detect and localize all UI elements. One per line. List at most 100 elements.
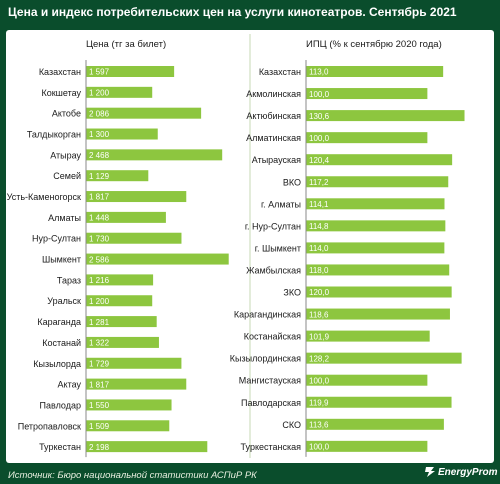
cpi-category-label: Актюбинская: [246, 111, 301, 121]
cpi-category-label: г. Нур-Султан: [245, 221, 301, 231]
price-value-label: 2 586: [89, 255, 110, 264]
price-value-label: 1 448: [89, 214, 110, 223]
right-chart-title: ИПЦ (% к сентябрю 2020 года): [306, 39, 442, 50]
energyprom-logo-icon: [425, 467, 435, 477]
cpi-bar: [306, 396, 452, 408]
price-value-label: 1 281: [89, 318, 110, 327]
cpi-bar: [306, 286, 452, 298]
cpi-value-label: 120,0: [309, 288, 330, 297]
cpi-category-label: Жамбылская: [246, 265, 301, 275]
price-category-label: Талдыкорган: [27, 130, 81, 140]
chart-title: Цена и индекс потребительских цен на усл…: [8, 5, 457, 19]
cpi-category-label: ВКО: [283, 177, 301, 187]
cpi-category-label: Мангистауская: [239, 376, 301, 386]
price-category-label: Тараз: [57, 275, 81, 285]
cpi-bar: [306, 374, 428, 386]
price-category-label: Кокшетау: [41, 88, 81, 98]
price-category-label: Туркестан: [39, 442, 81, 452]
cpi-category-label: Кызылординская: [230, 354, 301, 364]
price-category-label: Атырау: [50, 150, 81, 160]
price-value-label: 1 817: [89, 380, 110, 389]
price-category-label: Костанай: [42, 338, 81, 348]
cpi-value-label: 118,0: [309, 266, 329, 275]
cpi-value-label: 114,8: [309, 222, 329, 231]
price-bar: [86, 149, 223, 161]
price-category-label: Нур-Султан: [32, 234, 81, 244]
cpi-bar: [306, 176, 449, 188]
price-value-label: 1 200: [89, 89, 110, 98]
price-category-label: Шымкент: [42, 255, 81, 265]
price-bar: [86, 357, 182, 369]
price-bar: [86, 295, 153, 307]
price-category-label: Семей: [53, 171, 81, 181]
cpi-bar: [306, 198, 445, 210]
cpi-bar: [306, 88, 428, 100]
price-category-label: Уральск: [47, 296, 81, 306]
source-note: Источник: Бюро национальной статистики А…: [8, 470, 257, 481]
price-bar: [86, 336, 159, 348]
cpi-bar: [306, 352, 462, 364]
cpi-value-label: 100,0: [309, 134, 330, 143]
price-value-label: 1 817: [89, 193, 110, 202]
price-category-label: Караганда: [37, 317, 81, 327]
price-category-label: Алматы: [48, 213, 81, 223]
cpi-value-label: 120,4: [309, 156, 330, 165]
cpi-category-label: Карагандинская: [234, 310, 301, 320]
cpi-value-label: 114,0: [309, 244, 329, 253]
price-bar: [86, 232, 182, 244]
cpi-value-label: 100,0: [309, 90, 330, 99]
price-value-label: 2 086: [89, 109, 110, 118]
cpi-bar: [306, 154, 453, 166]
price-category-label: Усть-Каменогорск: [7, 192, 81, 202]
price-value-label: 1 550: [89, 401, 110, 410]
price-value-label: 1 216: [89, 276, 110, 285]
price-bar: [86, 86, 153, 98]
cpi-bar: [306, 132, 428, 144]
price-value-label: 1 509: [89, 422, 110, 431]
price-value-label: 1 730: [89, 234, 110, 243]
cpi-category-label: СКО: [282, 420, 301, 430]
price-bar: [86, 170, 149, 182]
cpi-bar: [306, 440, 428, 452]
cpi-value-label: 118,6: [309, 310, 329, 319]
cpi-category-label: Атырауская: [252, 155, 301, 165]
brand-logo-text: EnergyProm: [438, 467, 498, 478]
left-chart-title: Цена (тг за билет): [86, 39, 166, 50]
left-bar-series: Казахстан 1 597 Кокшетау 1 200 Актобе 2 086 Та…: [7, 60, 229, 458]
cpi-value-label: 119,9: [309, 398, 329, 407]
price-bar: [86, 420, 170, 432]
price-bar: [86, 128, 158, 140]
price-category-label: Актау: [58, 380, 82, 390]
price-value-label: 2 198: [89, 443, 110, 452]
cpi-value-label: 101,9: [309, 332, 330, 341]
price-bar: [86, 378, 187, 390]
price-bar: [86, 441, 208, 453]
cpi-category-label: ЗКО: [283, 288, 301, 298]
cpi-value-label: 113,0: [309, 68, 329, 77]
price-bar: [86, 399, 172, 411]
price-category-label: Казахстан: [39, 67, 81, 77]
price-value-label: 1 729: [89, 359, 110, 368]
right-bar-series: Казахстан 113,0 Акмолинская 100,0 Актюбинска…: [230, 60, 465, 457]
price-bar: [86, 66, 175, 77]
price-value-label: 1 300: [89, 130, 110, 139]
price-category-label: Павлодар: [40, 400, 81, 410]
price-bar: [86, 211, 166, 223]
cpi-bar: [306, 308, 450, 320]
cpi-value-label: 117,2: [309, 178, 329, 187]
cpi-bar: [306, 110, 465, 122]
cpi-category-label: Акмолинская: [246, 89, 301, 99]
cpi-bar: [306, 220, 446, 232]
price-category-label: Петропавловск: [18, 421, 81, 431]
cpi-category-label: Костанайская: [244, 332, 301, 342]
cpi-category-label: г. Алматы: [261, 199, 301, 209]
price-bar: [86, 191, 187, 203]
price-value-label: 2 468: [89, 151, 110, 160]
cpi-value-label: 113,6: [309, 421, 329, 430]
price-bar: [86, 107, 202, 119]
cpi-bar: [306, 330, 430, 342]
cpi-value-label: 130,6: [309, 112, 330, 121]
price-value-label: 1 200: [89, 297, 110, 306]
cpi-category-label: г. Шымкент: [255, 243, 301, 253]
